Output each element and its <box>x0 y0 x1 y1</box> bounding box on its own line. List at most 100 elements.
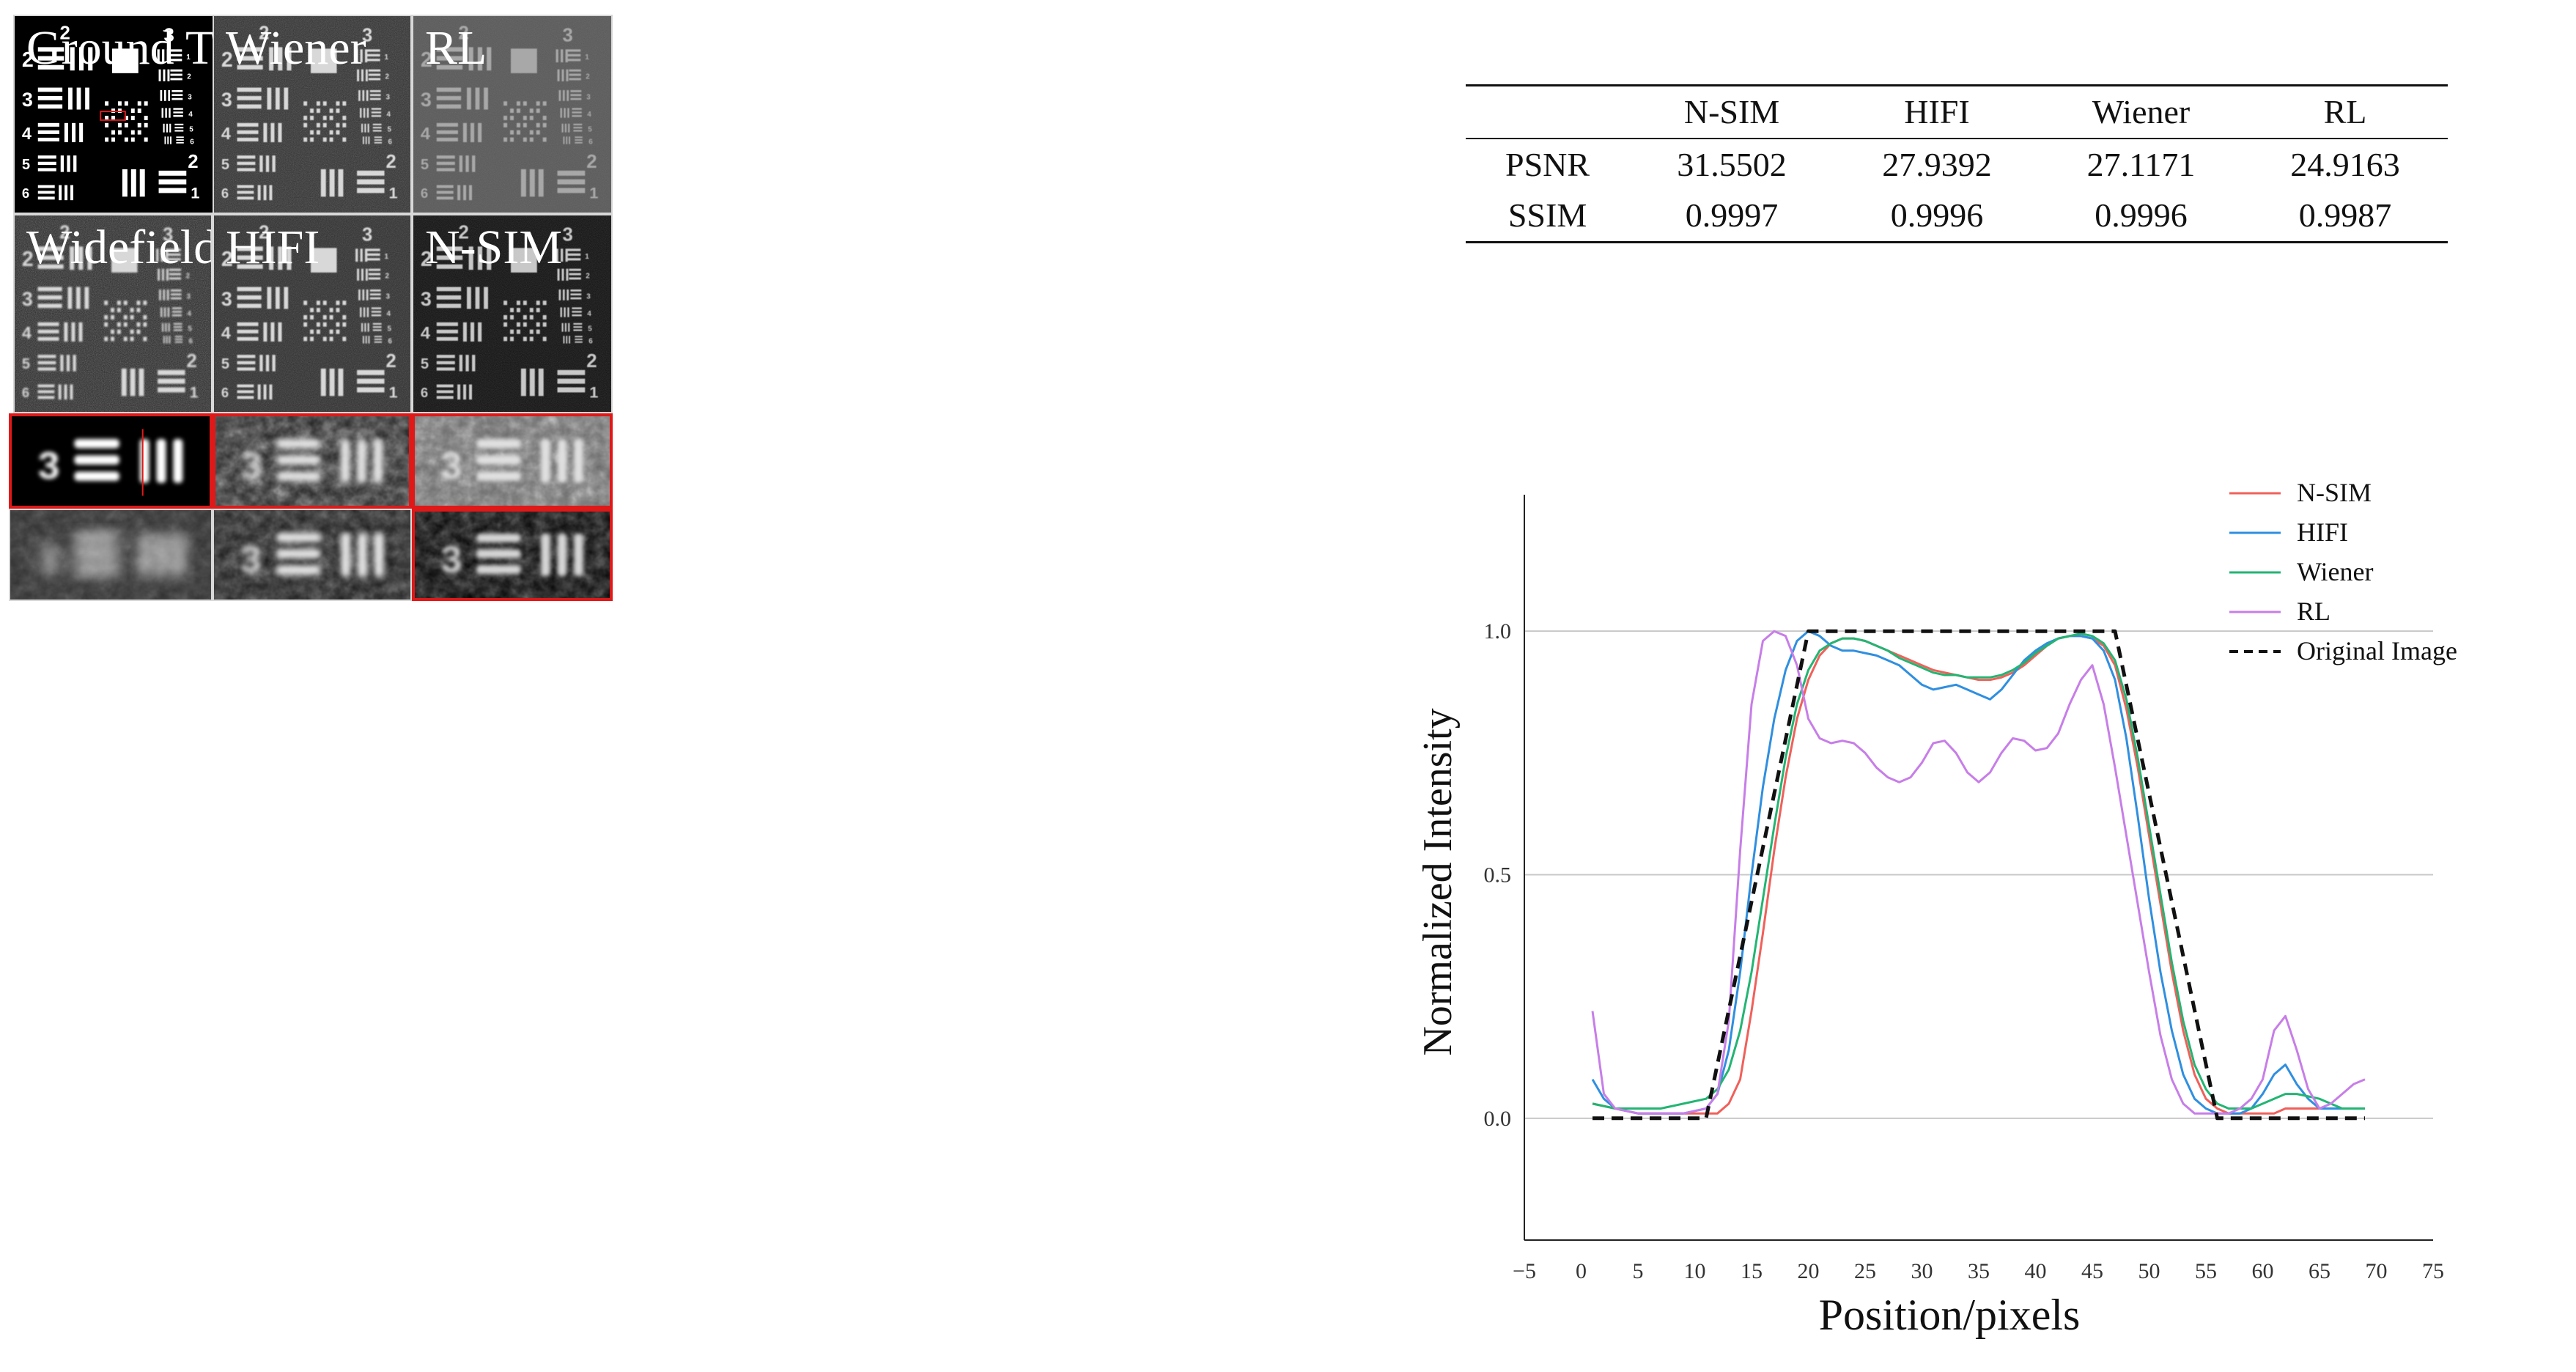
x-tick-label: 10 <box>1684 1259 1706 1283</box>
svg-text:2: 2 <box>186 273 191 281</box>
svg-text:3: 3 <box>163 224 173 245</box>
resolution-target-image: 2 3 4 5 6 2 3 1 2 3 4 5 6 2 1 <box>15 215 211 412</box>
x-tick-label: −5 <box>1513 1259 1536 1283</box>
svg-text:4: 4 <box>587 310 591 318</box>
svg-text:3: 3 <box>240 539 262 581</box>
svg-text:2: 2 <box>22 248 34 271</box>
svg-text:1: 1 <box>385 54 389 62</box>
table-header-cell: N-SIM <box>1683 93 1780 130</box>
svg-text:5: 5 <box>22 356 30 372</box>
y-tick-label: 0.5 <box>1484 863 1512 888</box>
svg-text:3: 3 <box>562 225 572 246</box>
svg-text:6: 6 <box>421 185 428 201</box>
svg-text:6: 6 <box>388 138 392 146</box>
metrics-table: N-SIM HIFI Wiener RL PSNR 31.5502 27.939… <box>1466 84 2448 243</box>
svg-text:3: 3 <box>241 445 262 487</box>
svg-text:3: 3 <box>187 292 191 300</box>
svg-text:2: 2 <box>386 152 396 172</box>
svg-text:5: 5 <box>421 157 429 173</box>
svg-text:5: 5 <box>189 126 193 134</box>
usaf-target-bars: 2 3 4 5 6 2 3 1 2 3 4 5 6 2 1 <box>421 223 598 402</box>
resolution-target-image: 2 3 4 5 6 2 3 1 2 3 4 5 6 2 1 <box>214 16 410 213</box>
svg-text:4: 4 <box>187 310 191 318</box>
svg-text:5: 5 <box>188 325 192 333</box>
x-tick-label: 45 <box>2081 1259 2103 1283</box>
svg-text:2: 2 <box>187 73 191 81</box>
svg-text:3: 3 <box>22 288 33 310</box>
series-line-rl <box>1591 630 2366 1115</box>
svg-text:1: 1 <box>388 183 397 202</box>
panel-wiener: 2 3 4 5 6 2 3 1 2 3 4 5 6 2 1 Wiener <box>213 15 412 214</box>
svg-text:2: 2 <box>188 152 198 172</box>
zoom-ground-truth: 3 <box>9 413 213 509</box>
svg-text:5: 5 <box>22 157 30 173</box>
zoom-wiener: 3 <box>213 413 412 509</box>
svg-text:6: 6 <box>388 337 392 345</box>
svg-text:3: 3 <box>386 292 391 300</box>
series-line-wiener <box>1592 632 2365 1110</box>
svg-text:5: 5 <box>421 356 429 372</box>
svg-text:5: 5 <box>221 157 229 173</box>
svg-text:1: 1 <box>191 183 199 202</box>
svg-text:2: 2 <box>187 351 197 372</box>
svg-text:2: 2 <box>586 73 590 81</box>
zoom-nsim: 3 <box>412 509 613 601</box>
legend-label: Original Image <box>2297 636 2457 665</box>
svg-text:1: 1 <box>388 383 397 401</box>
series-line-n-sim <box>1592 635 2365 1115</box>
legend-label: N-SIM <box>2297 478 2372 507</box>
resolution-target-image: 2 3 4 5 6 2 3 1 2 3 4 5 6 2 1 <box>22 23 199 202</box>
table-cell: 27.9392 <box>1882 145 1992 183</box>
table-cell: 24.9163 <box>2290 145 2400 183</box>
svg-text:4: 4 <box>188 111 193 119</box>
usaf-target-bars: 2 3 4 5 6 2 3 1 2 3 4 5 6 2 1 <box>421 23 598 202</box>
svg-text:1: 1 <box>385 253 389 261</box>
x-tick-label: 20 <box>1798 1259 1820 1283</box>
svg-text:4: 4 <box>421 124 430 143</box>
svg-text:5: 5 <box>387 325 391 333</box>
panel-label: HIFI <box>226 221 320 274</box>
y-tick-label: 1.0 <box>1484 619 1512 643</box>
svg-text:3: 3 <box>221 89 232 111</box>
svg-text:3: 3 <box>38 445 60 487</box>
svg-text:3: 3 <box>386 93 391 101</box>
svg-text:2: 2 <box>586 273 590 281</box>
resolution-target-image: 2 3 4 5 6 2 3 1 2 3 4 5 6 2 1 <box>413 16 611 213</box>
svg-text:6: 6 <box>22 385 29 400</box>
zoomed-bars-image: 3 <box>38 429 183 496</box>
svg-text:2: 2 <box>421 248 432 271</box>
svg-text:6: 6 <box>588 138 593 146</box>
legend-label: HIFI <box>2297 517 2348 547</box>
svg-text:1: 1 <box>585 54 589 62</box>
svg-text:3: 3 <box>421 89 432 111</box>
svg-text:4: 4 <box>221 323 231 342</box>
table-row: PSNR 31.5502 27.9392 27.1171 24.9163 <box>1466 139 2448 191</box>
zoom-widefield: 3 <box>9 509 213 601</box>
x-tick-label: 65 <box>2309 1259 2330 1283</box>
svg-text:6: 6 <box>22 185 29 201</box>
row-label: SSIM <box>1507 196 1587 234</box>
svg-text:4: 4 <box>587 111 591 119</box>
svg-text:1: 1 <box>589 383 598 401</box>
svg-text:5: 5 <box>221 356 229 372</box>
svg-text:3: 3 <box>440 538 462 580</box>
panel-label: Widefield <box>26 221 213 274</box>
svg-text:3: 3 <box>22 89 33 111</box>
svg-text:1: 1 <box>186 54 191 62</box>
svg-text:3: 3 <box>188 93 192 101</box>
svg-text:3: 3 <box>562 26 572 46</box>
x-tick-label: 60 <box>2252 1259 2274 1283</box>
panel-rl: 2 3 4 5 6 2 3 1 2 3 4 5 6 2 1 RL <box>412 15 613 214</box>
y-tick-label: 0.0 <box>1484 1107 1512 1131</box>
svg-text:3: 3 <box>362 25 372 45</box>
table-cell: 0.9987 <box>2298 196 2392 234</box>
zoomed-bars-image: 3 <box>415 512 610 598</box>
panel-hifi: 2 3 4 5 6 2 3 1 2 3 4 5 6 2 1 HIFI <box>213 214 412 413</box>
x-tick-label: 25 <box>1854 1259 1876 1283</box>
svg-text:2: 2 <box>459 23 469 44</box>
x-tick-label: 30 <box>1911 1259 1933 1283</box>
table-row: SSIM 0.9997 0.9996 0.9996 0.9987 <box>1466 190 2448 242</box>
table-header-cell: Wiener <box>2092 93 2191 130</box>
x-tick-label: 70 <box>2366 1259 2388 1283</box>
